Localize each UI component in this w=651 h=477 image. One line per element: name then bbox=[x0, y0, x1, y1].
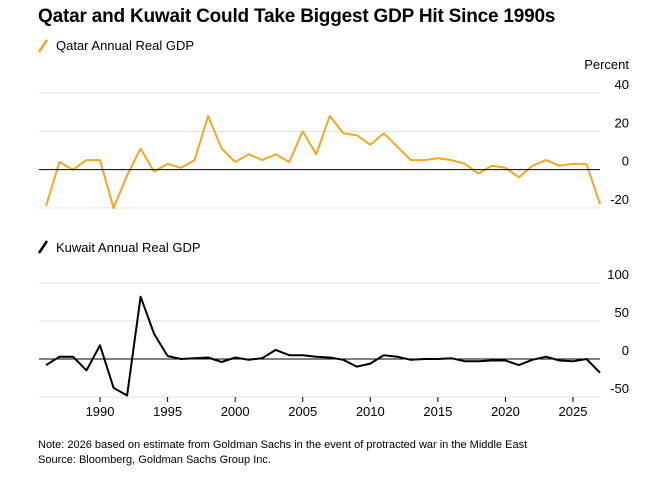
x-tick-label: 1990 bbox=[86, 404, 115, 419]
kuwait-series-line bbox=[45, 295, 601, 397]
qatar-series-line bbox=[45, 115, 601, 209]
kuwait-y-tick-label: -50 bbox=[610, 381, 629, 396]
qatar-legend: Qatar Annual Real GDP bbox=[37, 38, 194, 53]
x-tick-label: 2005 bbox=[288, 404, 317, 419]
kuwait-y-tick-label: 50 bbox=[615, 305, 629, 320]
qatar-y-tick-label: 0 bbox=[622, 154, 629, 169]
chart-title: Qatar and Kuwait Could Take Biggest GDP … bbox=[38, 6, 556, 27]
qatar-legend-label: Qatar Annual Real GDP bbox=[56, 38, 194, 53]
x-tick-label: 2025 bbox=[559, 404, 588, 419]
x-tick-label: 2020 bbox=[491, 404, 520, 419]
chart-note: Note: 2026 based on estimate from Goldma… bbox=[38, 439, 528, 451]
unit-label: Percent bbox=[584, 57, 629, 72]
kuwait-y-tick-label: 0 bbox=[622, 343, 629, 358]
chart-area: Qatar Annual Real GDP Percent -20 0 20 40 K… bbox=[37, 38, 629, 419]
notes: Note: 2026 based on estimate from Goldma… bbox=[38, 438, 527, 468]
x-tick-label: 2015 bbox=[423, 404, 452, 419]
x-tick-label: 2010 bbox=[356, 404, 385, 419]
qatar-panel: -20 0 20 40 bbox=[39, 77, 629, 209]
kuwait-legend-label: Kuwait Annual Real GDP bbox=[56, 240, 201, 255]
kuwait-legend-swatch bbox=[37, 240, 49, 254]
chart-source: Source: Bloomberg, Goldman Sachs Group I… bbox=[38, 454, 271, 466]
qatar-y-tick-label: -20 bbox=[610, 192, 629, 207]
x-axis: 1990 1995 2000 2005 2010 2015 2020 2025 bbox=[86, 397, 588, 419]
kuwait-y-tick-label: 100 bbox=[607, 267, 629, 282]
qatar-y-tick-label: 40 bbox=[615, 77, 629, 92]
qatar-legend-swatch bbox=[37, 39, 49, 53]
x-tick-label: 2000 bbox=[221, 404, 250, 419]
kuwait-panel: -50 0 50 100 bbox=[39, 267, 629, 398]
kuwait-legend: Kuwait Annual Real GDP bbox=[37, 240, 201, 255]
x-tick-label: 1995 bbox=[153, 404, 182, 419]
qatar-y-tick-label: 20 bbox=[615, 115, 629, 130]
